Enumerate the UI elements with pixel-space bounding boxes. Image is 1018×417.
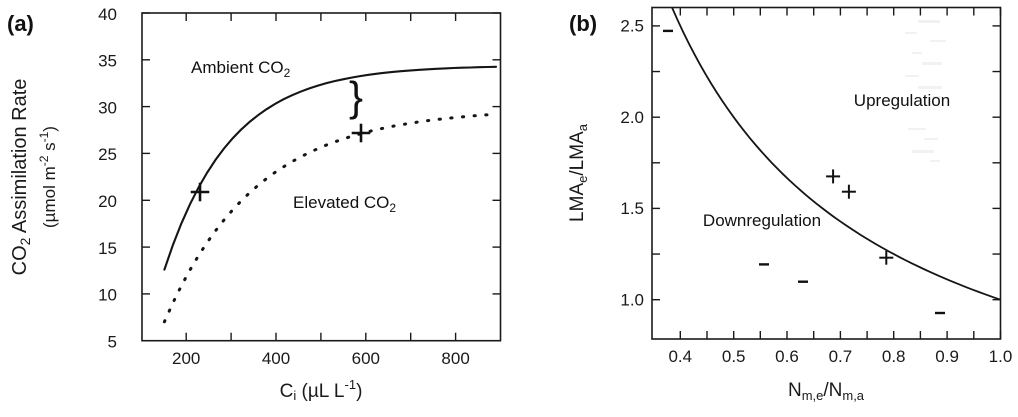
svg-text:40: 40 (98, 5, 117, 24)
svg-text:0.6: 0.6 (775, 347, 799, 366)
svg-text:10: 10 (98, 286, 117, 305)
svg-text:35: 35 (98, 52, 117, 71)
svg-text:Ambient CO2: Ambient CO2 (191, 58, 291, 80)
svg-text:25: 25 (98, 145, 117, 164)
svg-text:(a): (a) (7, 11, 34, 36)
svg-text:Elevated CO2: Elevated CO2 (293, 193, 396, 215)
svg-text:2.5: 2.5 (620, 17, 644, 36)
svg-text:(b): (b) (569, 11, 597, 36)
svg-text:15: 15 (98, 239, 117, 258)
svg-text:LMAe/LMAa: LMAe/LMAa (567, 123, 590, 222)
svg-text:0.4: 0.4 (668, 347, 692, 366)
svg-text:1.0: 1.0 (620, 290, 644, 309)
svg-text:5: 5 (108, 333, 117, 352)
svg-text:800: 800 (441, 349, 469, 368)
svg-text:20: 20 (98, 192, 117, 211)
svg-text:0.9: 0.9 (935, 347, 959, 366)
svg-text:600: 600 (352, 349, 380, 368)
svg-text:400: 400 (262, 349, 290, 368)
svg-text:200: 200 (172, 349, 200, 368)
svg-text:Downregulation: Downregulation (703, 211, 821, 230)
svg-text:CO2 Assimilation Rate: CO2 Assimilation Rate (9, 79, 33, 276)
svg-text:0.8: 0.8 (882, 347, 906, 366)
svg-text:30: 30 (98, 98, 117, 117)
svg-text:0.7: 0.7 (829, 347, 853, 366)
svg-text:}: } (349, 73, 363, 120)
svg-text:1.0: 1.0 (989, 347, 1013, 366)
svg-text:Upregulation: Upregulation (854, 91, 950, 110)
svg-text:1.5: 1.5 (620, 199, 644, 218)
svg-text:0.5: 0.5 (722, 347, 746, 366)
svg-text:2.0: 2.0 (620, 108, 644, 127)
